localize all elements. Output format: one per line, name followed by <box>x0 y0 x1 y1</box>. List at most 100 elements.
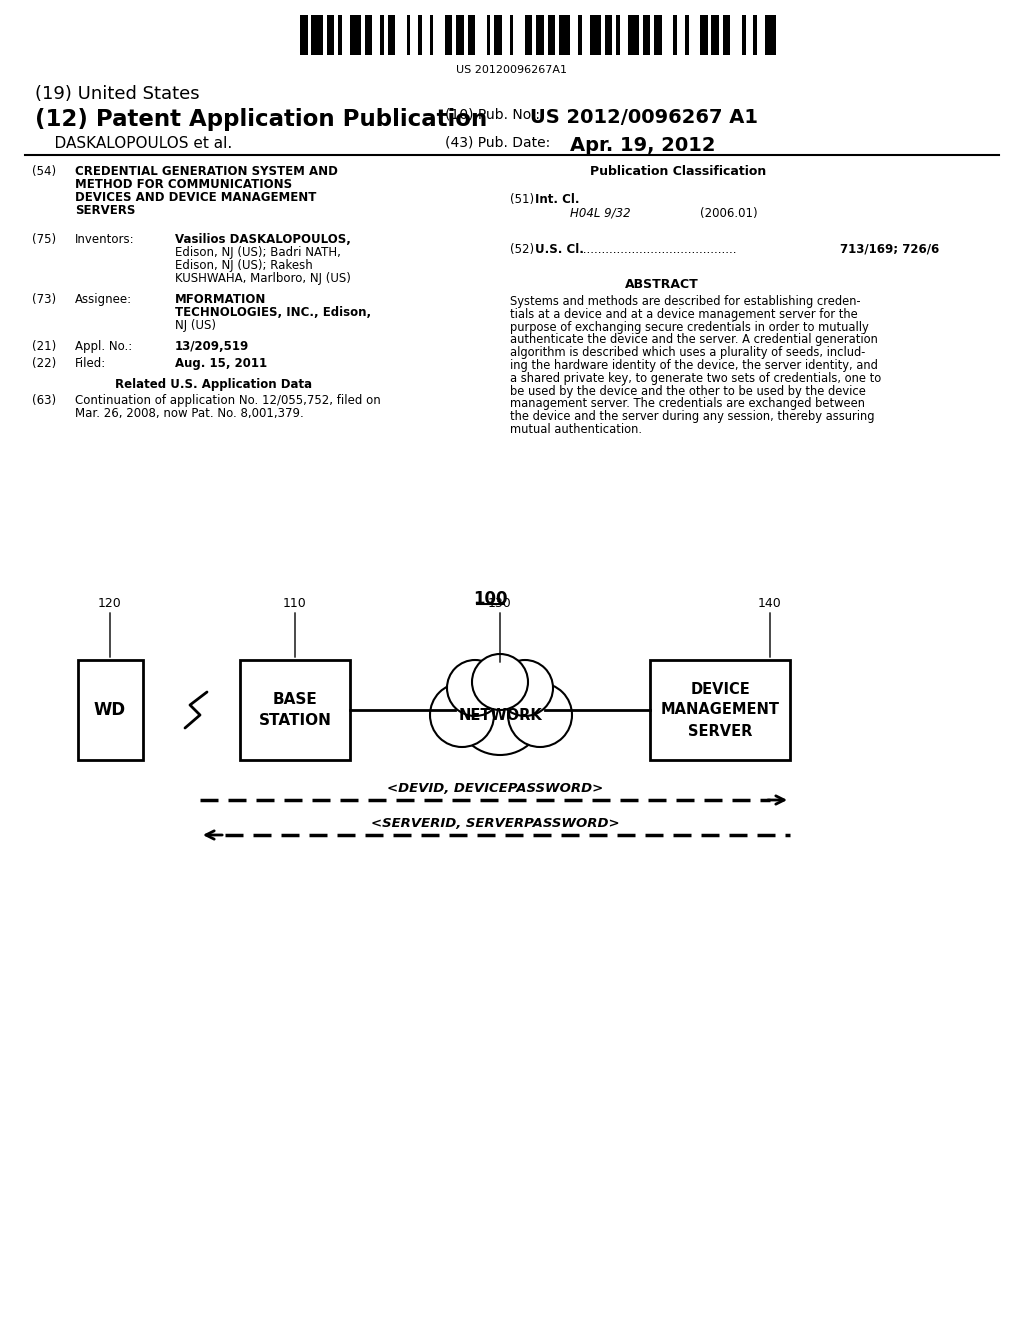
Text: Inventors:: Inventors: <box>75 234 134 246</box>
Bar <box>327 15 334 55</box>
Text: Continuation of application No. 12/055,752, filed on: Continuation of application No. 12/055,7… <box>75 393 381 407</box>
Bar <box>456 15 464 55</box>
Bar <box>486 15 490 55</box>
Text: Assignee:: Assignee: <box>75 293 132 306</box>
Bar <box>643 15 650 55</box>
Circle shape <box>472 653 528 710</box>
Text: ing the hardware identity of the device, the server identity, and: ing the hardware identity of the device,… <box>510 359 878 372</box>
Bar <box>418 15 422 55</box>
Text: Mar. 26, 2008, now Pat. No. 8,001,379.: Mar. 26, 2008, now Pat. No. 8,001,379. <box>75 407 304 420</box>
Text: Edison, NJ (US); Rakesh: Edison, NJ (US); Rakesh <box>175 259 312 272</box>
Bar <box>712 15 719 55</box>
Text: WD: WD <box>94 701 126 719</box>
Text: Vasilios DASKALOPOULOS,: Vasilios DASKALOPOULOS, <box>175 234 351 246</box>
Text: (12) Patent Application Publication: (12) Patent Application Publication <box>35 108 487 131</box>
Bar <box>548 15 555 55</box>
Bar <box>524 15 532 55</box>
Text: (63): (63) <box>32 393 56 407</box>
Text: (43) Pub. Date:: (43) Pub. Date: <box>445 136 550 150</box>
Bar <box>754 15 757 55</box>
Bar <box>78 660 142 760</box>
Text: 100: 100 <box>473 590 507 609</box>
Bar <box>444 15 453 55</box>
Text: (75): (75) <box>32 234 56 246</box>
Text: US 20120096267A1: US 20120096267A1 <box>457 65 567 75</box>
Text: MFORMATION: MFORMATION <box>175 293 266 306</box>
Bar <box>616 15 620 55</box>
Bar <box>388 15 395 55</box>
Text: Apr. 19, 2012: Apr. 19, 2012 <box>570 136 716 154</box>
Bar <box>590 15 601 55</box>
Text: (52): (52) <box>510 243 535 256</box>
Text: US 2012/0096267 A1: US 2012/0096267 A1 <box>530 108 758 127</box>
Circle shape <box>430 682 494 747</box>
Text: (73): (73) <box>32 293 56 306</box>
Text: NJ (US): NJ (US) <box>175 319 216 333</box>
Text: Related U.S. Application Data: Related U.S. Application Data <box>115 378 312 391</box>
Bar <box>510 15 513 55</box>
Text: 130: 130 <box>488 597 512 610</box>
Text: DEVICES AND DEVICE MANAGEMENT: DEVICES AND DEVICE MANAGEMENT <box>75 191 316 205</box>
Text: (21): (21) <box>32 341 56 352</box>
Circle shape <box>447 660 503 715</box>
Text: Int. Cl.: Int. Cl. <box>535 193 580 206</box>
Text: Filed:: Filed: <box>75 356 106 370</box>
Text: Systems and methods are described for establishing creden-: Systems and methods are described for es… <box>510 294 860 308</box>
Text: DASKALOPOULOS et al.: DASKALOPOULOS et al. <box>35 136 232 150</box>
Bar <box>338 15 342 55</box>
Text: DEVICE
MANAGEMENT
SERVER: DEVICE MANAGEMENT SERVER <box>660 681 779 738</box>
Text: (22): (22) <box>32 356 56 370</box>
Bar <box>349 15 360 55</box>
Text: tials at a device and at a device management server for the: tials at a device and at a device manage… <box>510 308 858 321</box>
Text: (51): (51) <box>510 193 535 206</box>
Bar <box>300 15 307 55</box>
Bar <box>650 660 790 760</box>
Bar <box>685 15 688 55</box>
Text: 140: 140 <box>758 597 782 610</box>
Text: CREDENTIAL GENERATION SYSTEM AND: CREDENTIAL GENERATION SYSTEM AND <box>75 165 338 178</box>
Text: mutual authentication.: mutual authentication. <box>510 422 642 436</box>
Text: Aug. 15, 2011: Aug. 15, 2011 <box>175 356 267 370</box>
Text: 110: 110 <box>283 597 307 610</box>
Text: <DEVID, DEVICEPASSWORD>: <DEVID, DEVICEPASSWORD> <box>387 781 603 795</box>
Bar <box>605 15 612 55</box>
Circle shape <box>497 660 553 715</box>
Text: KUSHWAHA, Marlboro, NJ (US): KUSHWAHA, Marlboro, NJ (US) <box>175 272 351 285</box>
Bar <box>311 15 323 55</box>
Text: NETWORK: NETWORK <box>458 708 542 722</box>
Circle shape <box>508 682 572 747</box>
Bar <box>495 15 502 55</box>
Text: (19) United States: (19) United States <box>35 84 200 103</box>
Text: ABSTRACT: ABSTRACT <box>625 279 698 290</box>
Text: the device and the server during any session, thereby assuring: the device and the server during any ses… <box>510 411 874 424</box>
Text: METHOD FOR COMMUNICATIONS: METHOD FOR COMMUNICATIONS <box>75 178 292 191</box>
Text: TECHNOLOGIES, INC., Edison,: TECHNOLOGIES, INC., Edison, <box>175 306 371 319</box>
Text: (2006.01): (2006.01) <box>700 207 758 220</box>
Bar <box>380 15 384 55</box>
Bar <box>700 15 708 55</box>
Text: ..........................................: ........................................… <box>580 243 737 256</box>
Text: Appl. No.:: Appl. No.: <box>75 341 132 352</box>
Text: algorithm is described which uses a plurality of seeds, includ-: algorithm is described which uses a plur… <box>510 346 865 359</box>
Text: Publication Classification: Publication Classification <box>590 165 766 178</box>
Bar <box>429 15 433 55</box>
Text: (54): (54) <box>32 165 56 178</box>
Text: 120: 120 <box>98 597 122 610</box>
Text: U.S. Cl.: U.S. Cl. <box>535 243 584 256</box>
Bar <box>765 15 776 55</box>
Bar <box>654 15 662 55</box>
Circle shape <box>455 665 545 755</box>
Text: H04L 9/32: H04L 9/32 <box>570 207 631 220</box>
Bar <box>674 15 677 55</box>
Bar <box>723 15 730 55</box>
Text: be used by the device and the other to be used by the device: be used by the device and the other to b… <box>510 384 866 397</box>
Bar <box>742 15 745 55</box>
Text: a shared private key, to generate two sets of credentials, one to: a shared private key, to generate two se… <box>510 372 882 385</box>
Text: Edison, NJ (US); Badri NATH,: Edison, NJ (US); Badri NATH, <box>175 246 341 259</box>
Bar <box>407 15 411 55</box>
Text: 713/169; 726/6: 713/169; 726/6 <box>840 243 939 256</box>
Bar <box>468 15 475 55</box>
Text: authenticate the device and the server. A credential generation: authenticate the device and the server. … <box>510 334 878 346</box>
Text: SERVERS: SERVERS <box>75 205 135 216</box>
Bar <box>537 15 544 55</box>
